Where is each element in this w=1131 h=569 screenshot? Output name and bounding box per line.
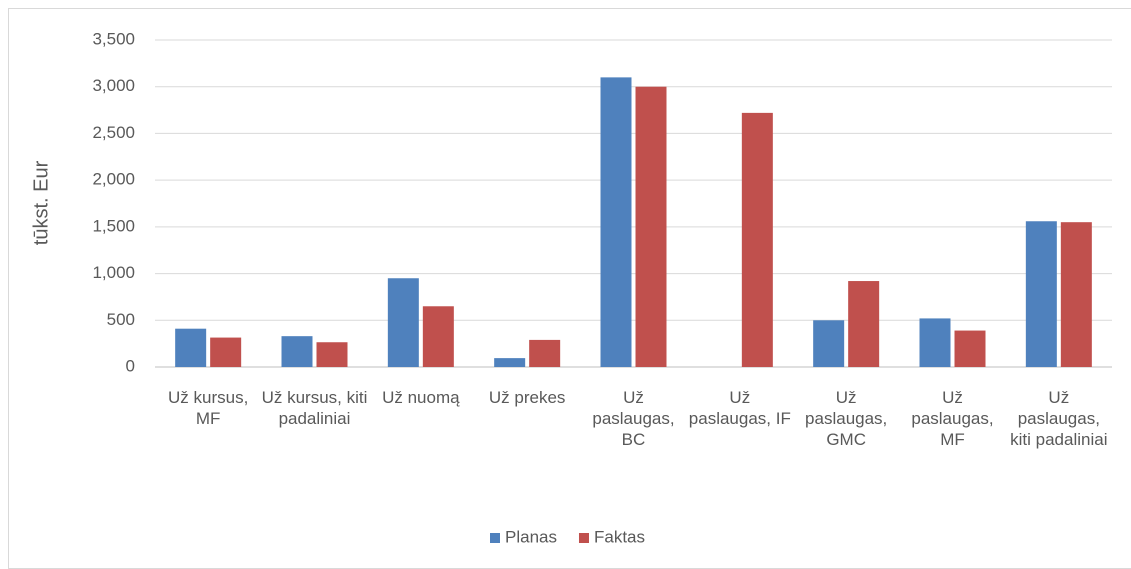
x-tick-label: Už paslaugas, BC <box>592 388 675 449</box>
bar <box>494 358 526 367</box>
y-tick-label: 1,500 <box>92 216 135 235</box>
bar <box>210 337 242 367</box>
legend-swatch <box>490 533 500 543</box>
bar <box>635 86 667 367</box>
bar <box>175 328 207 367</box>
y-tick-label: 1,000 <box>92 263 135 282</box>
legend-label: Planas <box>505 527 557 546</box>
legend-label: Faktas <box>594 527 645 546</box>
x-tick-label: Už prekes <box>488 388 566 407</box>
legend-swatch <box>578 533 589 543</box>
y-tick-label: 500 <box>107 310 135 329</box>
x-tick-label: Už paslaugas, IF <box>688 388 791 428</box>
bar <box>422 306 454 367</box>
x-tick-label: Už kursus, MF <box>168 388 249 428</box>
y-tick-label: 2,000 <box>92 170 135 189</box>
x-tick-label: Už paslaugas, kiti padaliniai <box>1010 388 1108 449</box>
bar <box>954 330 986 367</box>
bar <box>1060 222 1092 367</box>
bar <box>281 336 313 367</box>
x-tick-label: Už nuomą <box>382 388 460 407</box>
x-tick-label: Už paslaugas, GMC <box>805 388 888 449</box>
bar <box>600 77 632 367</box>
bar <box>848 281 880 367</box>
bar <box>1025 221 1057 367</box>
y-tick-label: 3,000 <box>92 76 135 95</box>
bar <box>813 320 845 367</box>
x-tick-label: Už paslaugas, MF <box>911 388 994 449</box>
bar <box>741 112 773 367</box>
bar <box>316 342 348 367</box>
bar <box>529 339 561 367</box>
bar <box>919 318 951 367</box>
y-tick-label: 3,500 <box>92 29 135 48</box>
y-axis-label: tūkst. Eur <box>30 160 52 245</box>
y-tick-label: 0 <box>126 356 135 375</box>
x-tick-label: Už kursus, kiti padaliniai <box>261 388 368 428</box>
y-tick-label: 2,500 <box>92 123 135 142</box>
chart-border <box>8 8 1131 569</box>
bar <box>387 278 419 367</box>
